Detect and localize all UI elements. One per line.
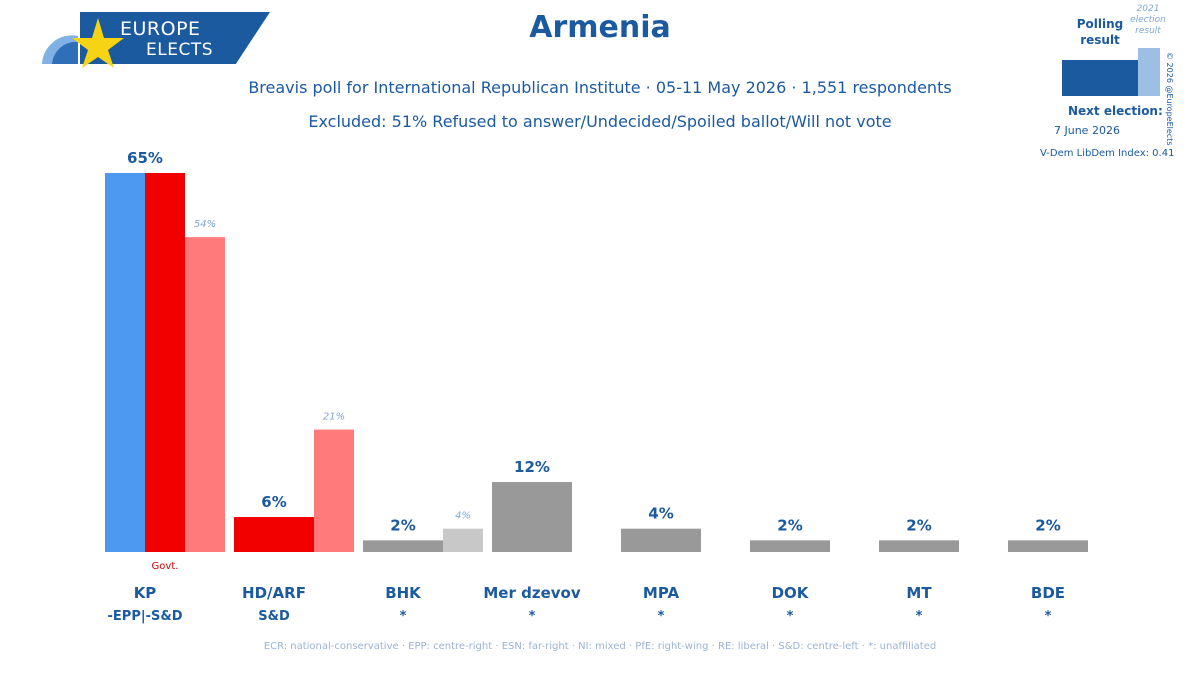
group-label-dok: *: [787, 609, 794, 624]
value-label-bhk: 2%: [390, 516, 415, 534]
legend-prev-result: 2021 election result: [1130, 4, 1166, 36]
legend-box: Polling result 2021 election result © 20…: [1040, 4, 1200, 174]
legend-bar-prev: [1138, 48, 1160, 96]
group-label-mer-dzevov: *: [529, 609, 536, 624]
category-label-mer-dzevov: Mer dzevov: [483, 584, 580, 602]
next-election-label: Next election:: [1068, 104, 1163, 118]
category-label-hd-arf: HD/ARF: [242, 584, 306, 602]
bar-dok: [750, 540, 830, 552]
group-label-mpa: *: [658, 609, 665, 624]
europe-elects-logo: EUROPE ELECTS: [38, 12, 278, 68]
category-label-bde: BDE: [1031, 584, 1065, 602]
group-label-kp: -EPP|-S&D: [108, 609, 183, 624]
prev-label-hd-arf: 21%: [323, 412, 345, 423]
value-label-hd-arf: 6%: [261, 493, 286, 511]
value-label-mt: 2%: [906, 516, 931, 534]
brand-line2: ELECTS: [146, 40, 213, 60]
chart-subtitle: Breavis poll for International Republica…: [248, 78, 952, 97]
prev-bar-hd-arf: [314, 429, 354, 552]
bar-bde: [1008, 540, 1088, 552]
bar-hd-arf: [234, 517, 314, 552]
prev-bar-kp: [185, 237, 225, 552]
prev-bar-bhk: [443, 528, 483, 552]
bar-mt: [879, 540, 959, 552]
category-label-bhk: BHK: [385, 584, 422, 602]
chart-title: Armenia: [529, 10, 671, 45]
group-label-hd-arf: S&D: [258, 609, 290, 624]
group-label-bhk: *: [400, 609, 407, 624]
value-label-mpa: 4%: [648, 505, 673, 523]
next-election-date: 7 June 2026: [1054, 124, 1120, 137]
legend-polling-result: Polling result: [1076, 17, 1124, 47]
bar-kp-sd: [145, 173, 185, 552]
footer-legend: ECR: national-conservative · EPP: centre…: [263, 641, 937, 652]
govt-note: Govt.: [152, 561, 179, 572]
category-label-dok: DOK: [772, 584, 810, 602]
category-label-mt: MT: [906, 584, 932, 602]
value-label-bde: 2%: [1035, 516, 1060, 534]
legend-bar-polling: [1062, 60, 1138, 96]
value-label-dok: 2%: [777, 516, 802, 534]
value-label-kp: 65%: [127, 149, 163, 167]
category-label-kp: KP: [134, 584, 157, 602]
excluded-note: Excluded: 51% Refused to answer/Undecide…: [308, 112, 892, 131]
group-label-bde: *: [1045, 609, 1052, 624]
value-label-mer-dzevov: 12%: [514, 458, 550, 476]
prev-label-kp: 54%: [194, 219, 216, 230]
prev-label-bhk: 4%: [455, 511, 471, 522]
bar-bhk: [363, 540, 443, 552]
star-logo-icon: [42, 18, 124, 68]
bar-kp-epp-stripe: [105, 173, 145, 552]
vdem-index: V-Dem LibDem Index: 0.41: [1040, 148, 1175, 159]
brand-line1: EUROPE: [120, 18, 201, 40]
group-label-mt: *: [916, 609, 923, 624]
bar-mpa: [621, 528, 701, 552]
category-label-mpa: MPA: [643, 584, 680, 602]
bar-mer-dzevov: [492, 482, 572, 552]
